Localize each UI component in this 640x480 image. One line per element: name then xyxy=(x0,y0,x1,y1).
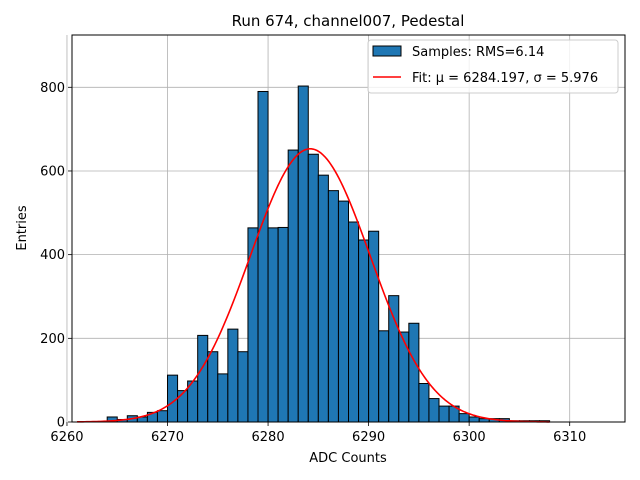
histogram-bar xyxy=(197,334,209,423)
y-tick-label: 800 xyxy=(40,81,65,96)
histogram-bar xyxy=(428,398,440,423)
histogram-bar xyxy=(418,383,430,423)
histogram-bar xyxy=(468,416,480,423)
histogram-bar xyxy=(297,85,309,423)
x-tick-label: 6270 xyxy=(151,430,184,445)
x-tick-label: 6300 xyxy=(453,430,486,445)
histogram-bar xyxy=(177,390,189,423)
y-tick-label: 200 xyxy=(40,332,65,347)
legend-samples-patch xyxy=(372,45,402,57)
x-axis-ticks: 6260 6270 6280 6290 6300 6310 xyxy=(50,422,586,445)
x-tick-label: 6290 xyxy=(352,430,385,445)
y-tick-label: 600 xyxy=(40,164,65,179)
histogram-bar xyxy=(287,149,299,423)
histogram-bar xyxy=(398,331,410,423)
histogram-bar xyxy=(217,373,229,423)
histogram-bar xyxy=(237,351,249,423)
x-tick-label: 6280 xyxy=(252,430,285,445)
histogram-bar xyxy=(378,330,390,423)
fit-curve-group xyxy=(77,148,550,423)
histogram-bar xyxy=(438,405,450,423)
histogram-bar xyxy=(227,328,239,423)
histogram-bar xyxy=(408,322,420,423)
legend-box xyxy=(367,39,619,94)
plot-frame xyxy=(71,34,626,423)
histogram-bar xyxy=(327,190,339,423)
legend-fit-label: Fit: μ = 6284.197, σ = 5.976 xyxy=(412,71,598,86)
gaussian-fit-line xyxy=(77,148,550,423)
x-axis-label: ADC Counts xyxy=(309,451,387,466)
legend-samples-label: Samples: RMS=6.14 xyxy=(412,45,544,60)
histogram-bar xyxy=(257,90,269,423)
x-tick-label: 6310 xyxy=(553,430,586,445)
chart-title: Run 674, channel007, Pedestal xyxy=(232,12,465,30)
histogram-bar xyxy=(156,410,169,423)
y-axis-ticks: 0 200 400 600 800 xyxy=(40,81,72,431)
histogram-bar xyxy=(207,351,219,423)
histogram-bar xyxy=(267,227,279,423)
histogram-bar xyxy=(458,413,470,423)
histogram-bar xyxy=(317,174,329,423)
y-tick-label: 400 xyxy=(40,248,65,263)
y-axis-label: Entries xyxy=(15,205,30,251)
histogram-bar xyxy=(388,295,400,423)
histogram-bar xyxy=(307,153,319,423)
x-tick-label: 6260 xyxy=(50,430,83,445)
y-tick-label: 0 xyxy=(57,416,65,431)
histogram-bar xyxy=(277,226,289,423)
histogram-bar xyxy=(368,230,380,423)
histogram-bar xyxy=(358,239,370,423)
legend: Samples: RMS=6.14 Fit: μ = 6284.197, σ =… xyxy=(367,39,619,94)
histogram-bar xyxy=(348,221,360,423)
histogram-bar xyxy=(337,200,350,423)
